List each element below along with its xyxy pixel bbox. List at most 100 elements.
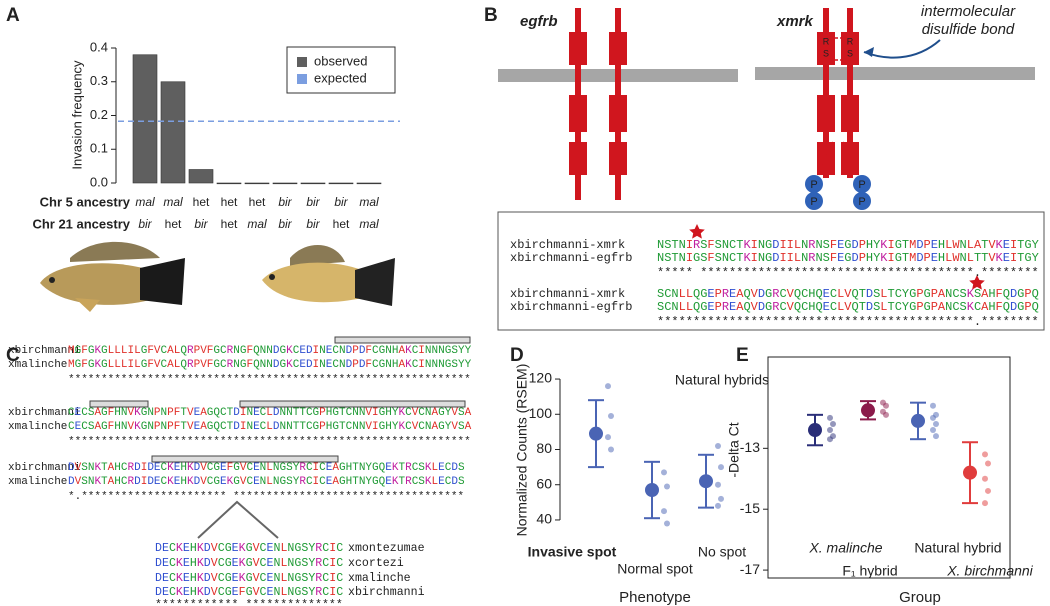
domain-bar xyxy=(89,400,149,408)
y-axis-label: -Delta Ct xyxy=(726,422,742,477)
residue: L xyxy=(794,251,801,265)
residue: G xyxy=(246,542,253,555)
residue: C xyxy=(801,300,808,314)
residue: Y xyxy=(1032,251,1039,265)
sequence: NSTNIRSFSNCTKINGDIILNRNSFEGDPHYKIGTMDPEH… xyxy=(657,238,1039,252)
domain-bar xyxy=(334,336,471,344)
residue: N xyxy=(121,407,128,419)
phospho-circle xyxy=(805,192,823,210)
residue: T xyxy=(293,421,300,433)
residue: S xyxy=(301,586,308,599)
residue: N xyxy=(425,345,432,357)
residue: K xyxy=(286,345,293,357)
residue: N xyxy=(246,407,253,419)
residue: V xyxy=(75,462,82,474)
y-tick-label: 120 xyxy=(529,370,553,386)
residue: H xyxy=(114,407,121,419)
x-tick-label: bir xyxy=(194,217,208,231)
residue: P xyxy=(859,238,866,252)
residue: T xyxy=(180,421,187,433)
residue: M xyxy=(68,345,75,357)
residue: S xyxy=(960,287,967,301)
residue: C xyxy=(220,359,227,371)
residue: N xyxy=(359,476,366,488)
residue: G xyxy=(213,476,220,488)
residue: E xyxy=(253,462,260,474)
residue: A xyxy=(974,238,982,252)
residue: Q xyxy=(815,287,822,301)
raw-point xyxy=(664,520,670,527)
residue: N xyxy=(286,421,293,433)
residue: P xyxy=(319,421,326,433)
residue: N xyxy=(359,421,366,433)
residue: C xyxy=(322,542,329,555)
residue: R xyxy=(315,542,322,555)
y-tick-label: -13 xyxy=(740,439,760,455)
residue: N xyxy=(385,359,392,371)
residue: C xyxy=(405,421,412,433)
residue: K xyxy=(167,476,174,488)
residue: R xyxy=(808,251,815,265)
residue: G xyxy=(693,251,700,265)
residue: C xyxy=(169,572,176,585)
residue: K xyxy=(239,572,246,585)
residue: S xyxy=(286,476,293,488)
residue: S xyxy=(418,476,425,488)
residue: L xyxy=(266,476,273,488)
residue: I xyxy=(240,421,247,433)
residue: C xyxy=(319,462,326,474)
sequence: MGFGKGLLLILGFVCALQRPVFGCRNGFQNNDGKCEDINE… xyxy=(68,345,472,357)
raw-point xyxy=(718,495,724,502)
residue: G xyxy=(294,586,301,599)
residue: S xyxy=(873,300,880,314)
panel-label: A xyxy=(6,5,20,26)
residue: N xyxy=(945,300,952,314)
residue: G xyxy=(372,462,379,474)
residue: A xyxy=(432,421,439,433)
residue: K xyxy=(996,238,1004,252)
residue: L xyxy=(686,287,693,301)
y-tick-label: 80 xyxy=(536,440,552,456)
residue: E xyxy=(326,462,333,474)
sequence-name: xbirchmanni xyxy=(348,586,425,599)
residue: S xyxy=(657,287,664,301)
residue: H xyxy=(866,251,873,265)
raw-point xyxy=(930,402,936,409)
residue: I xyxy=(329,572,336,585)
residue: I xyxy=(313,345,320,357)
residue: C xyxy=(319,476,326,488)
residue: D xyxy=(306,359,313,371)
residue: C xyxy=(372,359,379,371)
residue: E xyxy=(194,421,201,433)
residue: D xyxy=(916,251,923,265)
sequence: CECSAGFHNVKGNPNPFTVEAGQCTDINECLDNNTTCGPH… xyxy=(68,407,472,419)
residue: D xyxy=(204,572,211,585)
residue: C xyxy=(322,557,329,570)
residue: S xyxy=(451,345,458,357)
residue: R xyxy=(299,462,306,474)
receptor-domain xyxy=(569,142,587,175)
residue: C xyxy=(260,572,267,585)
residue: Y xyxy=(1032,238,1039,252)
residue: P xyxy=(916,287,923,301)
residue: G xyxy=(225,557,232,570)
residue: K xyxy=(197,572,204,585)
residue: G xyxy=(246,586,253,599)
residue: R xyxy=(227,345,234,357)
sequence: DECKEHKDVCGEKGVCENLNGSYRCIC xyxy=(155,542,343,555)
y-axis-label: Normalized Counts (RSEM) xyxy=(514,364,530,537)
residue: G xyxy=(233,476,240,488)
residue: E xyxy=(253,476,260,488)
residue: I xyxy=(686,238,693,252)
residue: D xyxy=(204,586,211,599)
bar xyxy=(328,182,354,185)
residue: C xyxy=(246,476,253,488)
residue: S xyxy=(715,251,722,265)
residue: A xyxy=(938,287,946,301)
residue: V xyxy=(211,557,218,570)
residue: C xyxy=(322,586,329,599)
residue: N xyxy=(657,251,664,265)
arrowhead xyxy=(864,47,874,57)
residue: C xyxy=(306,462,313,474)
residue: Q xyxy=(213,407,220,419)
